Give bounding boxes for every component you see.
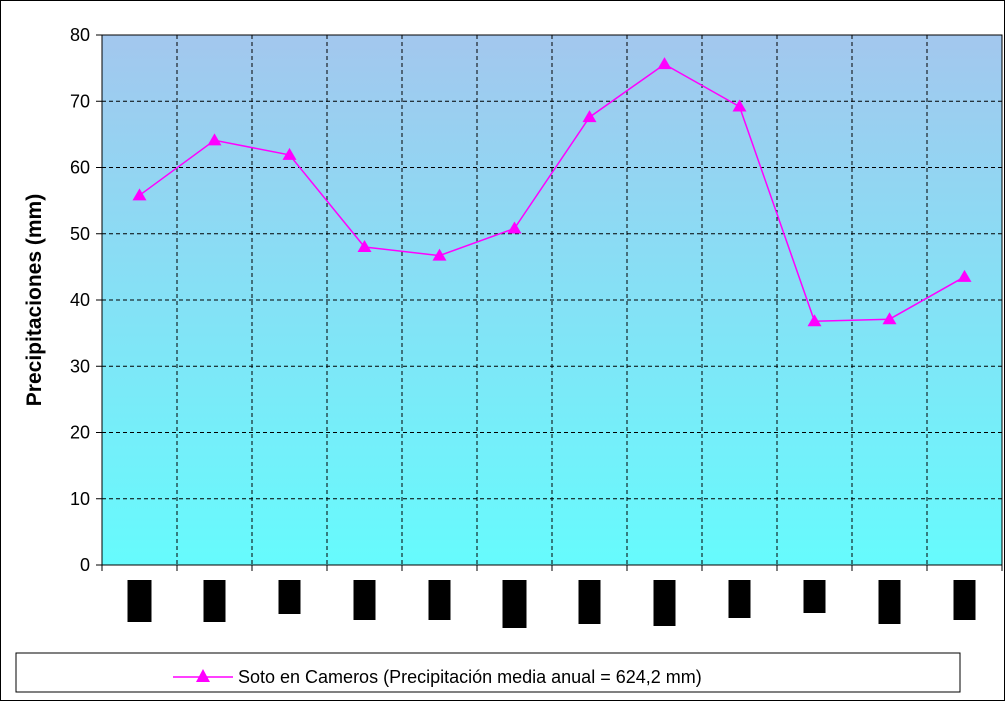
y-tick-label: 0: [80, 555, 90, 575]
x-category-label: [803, 580, 826, 613]
data-point-marker: [357, 240, 372, 252]
data-point-marker: [882, 312, 897, 325]
x-category-label: [502, 580, 527, 628]
y-tick-label: 30: [70, 356, 90, 376]
x-category-labels: [127, 580, 976, 628]
y-tick-label: 80: [70, 25, 90, 45]
y-tick-label: 60: [70, 158, 90, 178]
x-category-label: [127, 580, 152, 622]
x-category-label: [203, 580, 226, 622]
y-tick-label: 70: [70, 91, 90, 111]
legend: Soto en Cameros (Precipitación media anu…: [15, 652, 961, 693]
x-category-label: [953, 580, 976, 620]
series-layer: [132, 57, 972, 327]
data-point-marker: [582, 110, 597, 123]
x-category-label: [578, 580, 601, 624]
y-tick-label: 50: [70, 224, 90, 244]
x-category-label: [353, 580, 376, 620]
data-point-marker: [207, 133, 222, 146]
x-category-label: [278, 580, 301, 614]
y-tick-label: 40: [70, 290, 90, 310]
axes: [96, 34, 1003, 571]
data-point-marker: [657, 57, 672, 70]
legend-box: [15, 652, 961, 693]
data-point-marker: [507, 221, 522, 234]
grid-lines: [102, 35, 1002, 565]
data-point-marker: [282, 147, 297, 160]
y-tick-labels: 0 10 20 30 40 50 60 70 80: [70, 25, 90, 575]
x-category-label: [653, 580, 676, 626]
data-point-marker: [132, 188, 147, 201]
x-category-label: [728, 580, 751, 618]
legend-marker-icon: [196, 669, 210, 682]
data-point-marker: [807, 314, 822, 327]
data-point-marker: [957, 269, 972, 282]
y-tick-label: 20: [70, 423, 90, 443]
data-point-marker: [432, 248, 447, 261]
x-category-label: [428, 580, 451, 620]
y-tick-label: 10: [70, 489, 90, 509]
series-line: [139, 63, 965, 322]
data-point-marker: [732, 99, 747, 112]
legend-label: Soto en Cameros (Precipitación media anu…: [238, 667, 702, 687]
x-category-label: [878, 580, 901, 624]
y-axis-title: Precipitaciones (mm): [23, 194, 46, 406]
